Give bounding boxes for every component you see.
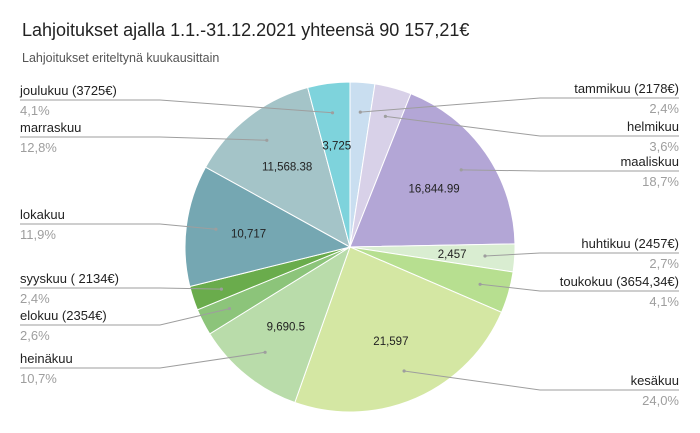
pie-slice-marraskuu[interactable]	[204, 86, 351, 249]
leader-line-marraskuu	[20, 136, 267, 141]
pie-slice-heinäkuu[interactable]	[209, 245, 351, 404]
slice-percent-lokakuu: 11,9%	[20, 227, 56, 242]
leader-dot-joulukuu	[330, 111, 335, 115]
leader-dot-tammikuu	[358, 110, 362, 114]
slice-percent-marraskuu: 12,8%	[20, 140, 57, 155]
slice-label-elokuu: elokuu (2354€)	[20, 308, 107, 323]
data-label-huhtikuu: 2,457	[438, 249, 467, 261]
leader-line-toukokuu	[480, 283, 679, 292]
slice-percent-heinäkuu: 10,7%	[20, 371, 57, 386]
chart-title: Lahjoitukset ajalla 1.1.-31.12.2021 yhte…	[22, 20, 470, 40]
leader-dot-heinäkuu	[263, 350, 267, 354]
slice-percent-huhtikuu: 2,7%	[649, 256, 679, 271]
leader-dot-huhtikuu	[483, 254, 487, 258]
slice-label-heinäkuu: heinäkuu	[20, 351, 73, 366]
leader-line-helmikuu	[385, 115, 679, 137]
slice-percent-elokuu: 2,6%	[20, 328, 50, 343]
slice-percent-joulukuu: 4,1%	[20, 103, 50, 118]
leader-line-lokakuu	[20, 223, 216, 230]
pie-slice-joulukuu[interactable]	[307, 81, 351, 248]
leader-line-maaliskuu	[461, 169, 679, 172]
chart-subtitle: Lahjoitukset eriteltynä kuukausittain	[22, 51, 220, 65]
slice-percent-maaliskuu: 18,7%	[642, 174, 679, 189]
slice-label-huhtikuu: huhtikuu (2457€)	[581, 236, 679, 251]
slice-label-toukokuu: toukokuu (3654,34€)	[560, 274, 679, 289]
leader-dot-toukokuu	[478, 282, 482, 286]
data-label-lokakuu: 10,717	[231, 229, 266, 241]
leader-dot-kesäkuu	[402, 369, 406, 373]
data-label-kesäkuu: 21,597	[373, 336, 408, 348]
slice-percent-toukokuu: 4,1%	[649, 294, 679, 309]
slice-label-syyskuu: syyskuu ( 2134€)	[20, 271, 119, 286]
leader-dot-elokuu	[227, 307, 232, 311]
leader-dot-lokakuu	[214, 227, 218, 231]
data-label-marraskuu: 11,568.38	[262, 161, 312, 173]
leader-line-heinäkuu	[20, 351, 266, 369]
slice-label-marraskuu: marraskuu	[20, 120, 81, 135]
pie-slice-lokakuu[interactable]	[184, 166, 352, 288]
leader-dot-syyskuu	[219, 287, 223, 291]
slice-percent-kesäkuu: 24,0%	[642, 393, 679, 408]
slice-label-joulukuu: joulukuu (3725€)	[19, 83, 117, 98]
leader-line-kesäkuu	[404, 370, 679, 391]
leader-line-joulukuu	[20, 99, 333, 114]
leader-line-huhtikuu	[484, 252, 679, 257]
slice-label-helmikuu: helmikuu	[627, 119, 679, 134]
pie-slice-kesäkuu[interactable]	[294, 246, 503, 413]
pie-slice-maaliskuu[interactable]	[349, 92, 516, 248]
slice-label-tammikuu: tammikuu (2178€)	[574, 81, 679, 96]
leader-line-syyskuu	[20, 287, 222, 290]
data-label-joulukuu: 3,725	[322, 141, 351, 153]
leader-lines	[20, 97, 679, 391]
leader-line-elokuu	[20, 308, 230, 326]
leader-dot-marraskuu	[265, 138, 269, 142]
slice-percent-helmikuu: 3,6%	[649, 139, 679, 154]
slice-percent-syyskuu: 2,4%	[20, 291, 50, 306]
data-label-heinäkuu: 9,690.5	[267, 322, 305, 334]
pie-slices	[184, 81, 516, 413]
leader-line-tammikuu	[360, 97, 679, 113]
labels: tammikuu (2178€) 2,4% helmikuu 3,6% 16,844.9…	[19, 81, 679, 408]
leader-dot-maaliskuu	[459, 168, 463, 172]
leader-dot-helmikuu	[383, 114, 387, 118]
data-label-maaliskuu: 16,844.99	[409, 184, 460, 196]
slice-label-kesäkuu: kesäkuu	[631, 373, 679, 388]
slice-label-lokakuu: lokakuu	[20, 207, 65, 222]
slice-label-maaliskuu: maaliskuu	[620, 154, 679, 169]
slice-percent-tammikuu: 2,4%	[649, 101, 679, 116]
